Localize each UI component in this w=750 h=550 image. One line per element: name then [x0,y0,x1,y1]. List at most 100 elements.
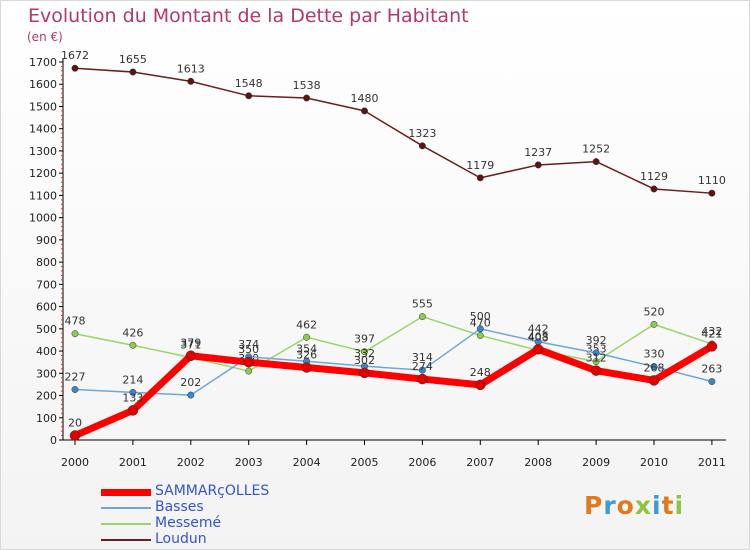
data-label-loudun: 1655 [119,53,147,66]
data-label-loudun: 1548 [235,77,263,90]
y-tick-label: 1200 [29,167,57,180]
data-point-loudun [418,142,426,150]
x-tick-label: 2002 [177,456,205,469]
x-tick-label: 2006 [408,456,436,469]
data-label-basses: 263 [701,363,722,376]
data-point-messem- [361,348,368,356]
series-line-loudun [74,67,713,194]
y-tick-label: 1300 [29,145,57,158]
legend-swatch-loudun [101,539,151,541]
data-label-loudun: 1672 [61,49,89,62]
x-tick-label: 2001 [119,456,147,469]
x-tick-label: 2003 [235,456,263,469]
data-point-loudun [592,158,600,166]
data-label-sammar-olles: 326 [296,349,317,362]
data-label-basses: 314 [412,351,433,364]
legend-label-loudun: Loudun [155,531,207,547]
data-point-sammar-olles [301,362,312,373]
data-point-basses [650,363,658,371]
series-line-messem- [74,315,713,372]
data-label-messem-: 371 [180,339,201,352]
proxiti-logo: Proxiti [584,491,685,520]
data-point-messem- [129,341,137,349]
legend-swatch-messem- [101,523,151,525]
y-tick-label: 400 [36,345,57,358]
y-tick-label: 1700 [29,56,57,69]
data-label-basses: 330 [644,348,665,361]
data-point-sammar-olles [127,405,139,416]
x-tick-label: 2009 [582,456,610,469]
data-point-messem- [476,332,484,339]
y-tick-label: 200 [36,390,57,403]
data-label-sammar-olles: 302 [354,354,375,367]
x-tick-label: 2011 [698,456,726,469]
data-point-basses [476,325,484,333]
data-label-sammar-olles: 379 [180,337,201,350]
data-point-loudun [650,185,658,193]
data-label-loudun: 1538 [293,79,321,92]
legend-label-basses: Basses [155,499,204,515]
y-tick-label: 1000 [29,212,57,225]
y-tick-label: 1500 [29,100,57,113]
data-point-messem- [418,313,426,321]
x-tick-label: 2008 [524,456,552,469]
data-label-basses: 227 [65,371,86,384]
data-label-basses: 354 [296,342,317,355]
legend-item-messem-: Messemé [101,515,361,532]
legend-label-sammar-olles: SAMMARçOLLES [155,483,270,499]
y-tick-label: 700 [36,278,57,291]
data-point-basses [592,349,600,357]
data-point-sammar-olles [590,365,602,376]
data-point-sammar-olles [532,344,544,355]
data-point-messem- [650,320,658,328]
data-label-loudun: 1110 [698,174,726,187]
data-label-messem-: 462 [296,318,317,331]
data-point-messem- [245,367,253,375]
x-tick-label: 2010 [640,456,668,469]
data-point-loudun [534,161,542,169]
data-point-sammar-olles [648,375,660,386]
x-tick-label: 2000 [61,456,89,469]
data-label-loudun: 1179 [466,159,494,172]
legend-item-sammar-olles: SAMMARçOLLES [101,483,361,500]
data-label-sammar-olles: 312 [586,352,607,365]
data-point-sammar-olles [185,350,197,361]
data-point-basses [187,391,195,399]
data-label-sammar-olles: 20 [68,417,82,430]
data-label-messem-: 520 [644,305,665,318]
chart-legend: SAMMARçOLLES Basses Messemé Loudun [101,483,361,548]
data-label-messem-: 555 [412,298,433,311]
x-tick-label: 2005 [351,456,379,469]
data-point-loudun [708,189,716,197]
data-label-sammar-olles: 268 [644,361,665,374]
data-point-loudun [245,92,253,100]
y-tick-label: 1100 [29,189,57,202]
data-point-loudun [187,77,195,85]
data-label-loudun: 1237 [524,146,552,159]
data-point-sammar-olles [69,430,81,441]
data-point-basses [71,386,79,393]
data-point-basses [129,388,137,396]
y-tick-label: 800 [36,256,57,269]
y-tick-label: 600 [36,301,57,314]
y-tick-label: 1400 [29,123,57,136]
data-point-sammar-olles [475,379,486,391]
data-label-sammar-olles: 350 [238,343,259,356]
data-label-basses: 202 [180,376,201,389]
data-point-messem- [303,333,311,341]
data-label-messem-: 478 [65,315,86,328]
y-tick-label: 0 [50,434,57,447]
data-label-basses: 500 [470,310,491,323]
legend-label-messem-: Messemé [155,515,222,531]
data-label-loudun: 1252 [582,143,610,156]
y-tick-label: 300 [36,367,57,380]
data-point-loudun [71,64,79,72]
data-label-basses: 442 [528,323,549,336]
chart-subtitle: (en €) [27,30,63,44]
data-point-sammar-olles [359,367,370,379]
y-tick-label: 500 [36,323,57,336]
y-tick-label: 100 [36,412,57,425]
data-point-basses [708,378,716,385]
data-label-sammar-olles: 421 [701,327,722,340]
